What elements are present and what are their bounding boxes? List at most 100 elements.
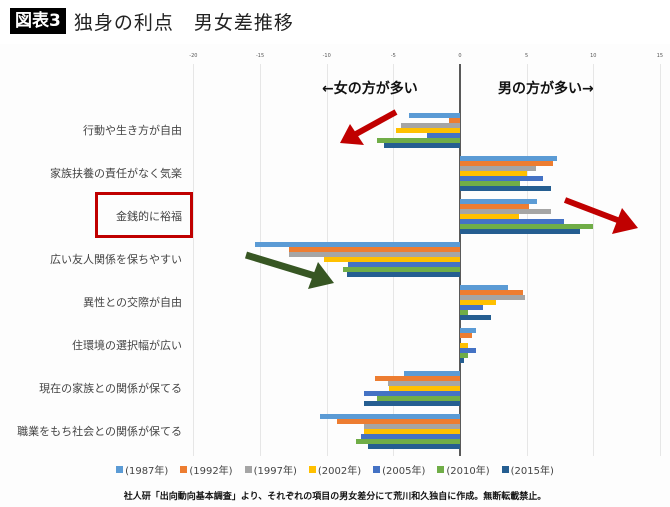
bar [460, 214, 519, 219]
legend-label: (1997年) [253, 466, 297, 477]
category-label: 家族扶養の責任がなく気楽 [50, 167, 182, 180]
x-tick-label: 15 [656, 53, 664, 59]
legend-label: (1987年) [125, 466, 169, 477]
bar [324, 257, 460, 262]
bar [361, 434, 460, 439]
gridline [659, 64, 661, 456]
bar [364, 391, 460, 396]
gridline [193, 64, 195, 456]
category-label: 行動や生き方が自由 [83, 124, 182, 137]
category-label: 異性との交際が自由 [83, 296, 182, 309]
chart-title: 独身の利点 男女差推移 [73, 11, 294, 34]
bar [346, 272, 460, 277]
bar [460, 181, 520, 186]
bar [449, 118, 460, 123]
legend-label: (2005年) [382, 466, 426, 477]
bar [348, 262, 460, 267]
bar [460, 358, 464, 363]
legend-item: (1987年) [116, 462, 168, 477]
bar [289, 247, 460, 252]
bar [460, 300, 496, 305]
bar [364, 401, 460, 406]
gridline [526, 64, 528, 456]
bar [460, 171, 527, 176]
chart-legend: (1987年) (1992年) (1997年) (2002年) (2005年) (2010… [0, 462, 670, 477]
legend-label: (2010年) [446, 466, 490, 477]
x-tick-label: -5 [390, 53, 396, 59]
x-tick-label: -10 [322, 53, 331, 59]
bar [289, 252, 460, 257]
legend-swatch-icon [437, 466, 445, 473]
bar [460, 166, 536, 171]
legend-item: (2010年) [437, 462, 490, 477]
page-title: 図表3 独身の利点 男女差推移 [10, 7, 294, 35]
legend-item: (1997年) [244, 462, 297, 477]
bar [460, 305, 483, 310]
bar [404, 371, 460, 376]
bar [460, 295, 526, 300]
bar [389, 386, 460, 391]
bar [460, 219, 564, 224]
bar [460, 161, 554, 166]
legend-swatch-icon [116, 466, 124, 473]
bar [460, 343, 468, 348]
bar [320, 414, 460, 419]
category-label: 現在の家族との関係が保てる [39, 382, 182, 395]
bar [460, 310, 468, 315]
green-arrow-right-icon [244, 251, 334, 289]
category-label: 金銭的に裕福 [116, 210, 182, 223]
bar [254, 242, 460, 247]
male-more-label: 男の方が多い→ [498, 81, 594, 97]
chart-area [0, 44, 670, 507]
bar [377, 138, 460, 143]
bar [364, 429, 460, 434]
bar [460, 290, 523, 295]
x-tick-label: -15 [255, 53, 265, 59]
category-label: 職業をもち社会との関係が保てる [17, 425, 182, 438]
bar [401, 123, 460, 128]
legend-swatch-icon [180, 466, 188, 473]
red-arrow-left-icon [340, 109, 398, 145]
bar [460, 224, 594, 229]
bar [460, 156, 558, 161]
bar [384, 143, 460, 148]
legend-item: (1992年) [180, 462, 233, 477]
legend-item: (2015年) [501, 462, 554, 477]
bar [460, 209, 551, 214]
bar [356, 439, 460, 444]
source-footnote: 社人研「出向動向基本調査」より、それぞれの項目の男女差分にて荒川和久独自に作成。… [123, 492, 547, 502]
bar [460, 229, 580, 234]
bar [364, 424, 460, 429]
legend-label: (2002年) [317, 466, 362, 477]
figure-badge: 図表3 [10, 8, 66, 34]
gridline [593, 64, 595, 456]
bar [342, 267, 460, 272]
x-tick-label: -20 [189, 53, 198, 59]
bar [460, 204, 530, 209]
legend-item: (2005年) [373, 462, 425, 477]
bar [337, 419, 460, 424]
bar [460, 328, 476, 333]
highlight-box [95, 192, 193, 238]
bar [388, 381, 460, 386]
bar [460, 353, 468, 358]
bar [374, 376, 460, 381]
bar [460, 199, 538, 204]
category-label: 住環境の選択幅が広い [72, 339, 182, 352]
category-label: 広い友人関係を保ちやすい [50, 253, 182, 266]
bar [426, 133, 460, 138]
bar [409, 113, 460, 118]
red-arrow-right-icon [563, 197, 638, 234]
legend-swatch-icon [373, 466, 381, 473]
x-tick-label: 5 [525, 53, 529, 59]
bar [460, 315, 491, 320]
bar [460, 186, 551, 191]
bar [460, 285, 508, 290]
female-more-label: ←女の方が多い [322, 81, 418, 97]
bar [460, 333, 472, 338]
legend-swatch-icon [244, 466, 252, 473]
bar [377, 396, 460, 401]
legend-label: (2015年) [510, 466, 554, 477]
legend-swatch-icon [308, 466, 316, 473]
